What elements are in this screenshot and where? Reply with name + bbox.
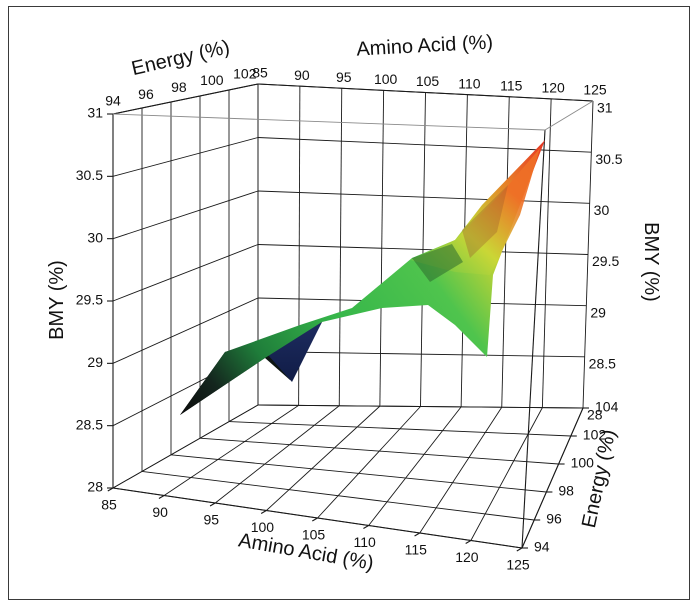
axis-box: [107, 83, 594, 552]
y-tick-label-right: 102: [583, 427, 607, 443]
x-tick-mark: [158, 495, 165, 499]
z-axis-label-right: BMY (%): [640, 222, 662, 302]
x-tick-mark: [363, 525, 369, 529]
z-tick-label-left: 28: [87, 479, 103, 495]
floor-grid-line: [317, 406, 421, 519]
y-tick-label-right: 94: [534, 539, 550, 555]
back-wall-grid-line: [257, 404, 584, 409]
back-wall-grid-line: [257, 190, 590, 204]
z-tick-label-right: 29: [590, 304, 606, 320]
left-wall-grid-line: [112, 190, 259, 240]
y-tick-label-right: 104: [595, 399, 619, 415]
y-tick-label-top: 96: [138, 86, 154, 102]
back-wall-grid-line: [257, 244, 589, 255]
x-tick-mark: [260, 510, 267, 514]
back-wall-grid-line: [257, 351, 585, 358]
x-tick-label-bottom: 95: [203, 512, 219, 528]
left-wall-grid-line: [112, 404, 259, 489]
z-tick-label-left: 29: [87, 354, 103, 370]
x-tick-label-top: 95: [336, 69, 352, 85]
floor-grid-line: [163, 405, 299, 496]
floor-grid-line: [214, 405, 340, 504]
z-tick-label-right: 29.5: [592, 253, 619, 269]
chart-frame: [8, 6, 690, 600]
floor-grid-line: [419, 407, 503, 534]
top-edge-line: [112, 113, 546, 131]
z-tick-label-left: 30.5: [76, 167, 103, 183]
z-tick-label-left: 29.5: [76, 292, 103, 308]
x-tick-label-top: 110: [458, 75, 481, 91]
surface-navy-fold: [268, 322, 322, 382]
floor-grid-line: [368, 406, 462, 526]
z-tick-label-right: 31: [597, 100, 613, 116]
x-tick-mark: [209, 502, 216, 507]
x-tick-mark: [516, 547, 523, 552]
x-tick-label-bottom: 110: [353, 534, 376, 550]
x-tick-label-top: 125: [583, 82, 607, 98]
left-wall-grid-line: [112, 297, 259, 364]
top-edge-line: [544, 100, 594, 131]
response-surface: [180, 140, 545, 415]
y-axis-line: [521, 407, 584, 549]
x-tick-label-top: 85: [252, 65, 268, 81]
x-tick-label-top: 100: [374, 71, 398, 87]
top-edge-line: [112, 83, 259, 115]
y-tick-label-top: 100: [200, 72, 224, 88]
x-axis-label-top: Amino Acid (%): [356, 31, 494, 60]
z-axis-label-left: BMY (%): [46, 260, 68, 340]
floor-grid-line: [266, 405, 381, 511]
x-tick-label-bottom: 125: [506, 557, 530, 573]
x-tick-label-bottom: 100: [251, 519, 275, 535]
z-tick-label-right: 30: [594, 202, 610, 218]
y-tick-label-right: 98: [558, 483, 574, 499]
x-tick-label-top: 120: [541, 80, 565, 96]
x-tick-label-bottom: 115: [405, 542, 428, 558]
z-tick-label-left: 31: [87, 105, 103, 121]
x-tick-mark: [414, 532, 421, 537]
x-tick-label-bottom: 105: [302, 527, 326, 543]
y-tick-label-right: 96: [546, 511, 562, 527]
floor-grid-line: [199, 437, 559, 465]
z-tick-label-right: 28.5: [589, 356, 616, 372]
tick-labels: 28 28.5 29 29.5 30 30.5 31 28 28.5 29 29.5 30 30.5 31…: [76, 65, 623, 573]
grid-lines: [112, 83, 594, 549]
y-tick-label-top: 102: [233, 65, 257, 81]
left-wall-grid-line: [112, 244, 259, 302]
x-tick-label-bottom: 90: [152, 504, 168, 520]
surface-shadow: [412, 244, 463, 282]
x-tick-label-top: 90: [294, 67, 310, 83]
floor-grid-line: [141, 470, 535, 521]
left-wall-grid-line: [112, 137, 259, 177]
x-tick-label-top: 105: [416, 73, 440, 89]
z-tick-label-left: 28.5: [76, 416, 103, 432]
floor-grid-line: [470, 407, 543, 541]
x-tick-label-bottom: 120: [455, 549, 479, 565]
surface-main: [180, 140, 545, 415]
floor-grid-line: [228, 421, 571, 437]
floor-grid-line: [170, 454, 547, 493]
z-axis-line-right: [521, 129, 546, 549]
y-tick-label-right: 100: [571, 455, 595, 471]
x-tick-mark: [465, 540, 472, 544]
y-tick-label-top: 98: [171, 79, 187, 95]
surface-shadow: [462, 185, 508, 258]
x-tick-label-bottom: 85: [101, 497, 117, 513]
x-tick-mark: [107, 487, 114, 492]
z-tick-label-right: 28: [587, 407, 603, 423]
z-tick-label-right: 30.5: [595, 151, 622, 167]
z-tick-label-left: 30: [87, 229, 103, 245]
top-edge-line: [257, 83, 594, 102]
x-tick-label-top: 115: [500, 77, 523, 93]
x-tick-mark: [312, 517, 318, 522]
y-tick-label-top: 94: [105, 93, 121, 109]
y-axis-label-right: Energy (%): [578, 428, 620, 530]
